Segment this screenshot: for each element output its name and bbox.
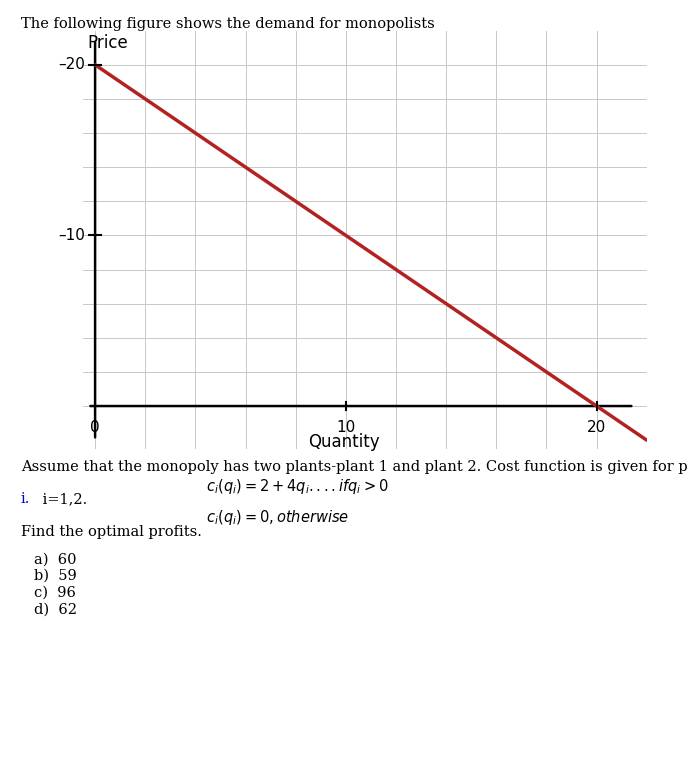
Text: b)  59: b) 59	[34, 569, 77, 583]
Text: i.: i.	[21, 492, 30, 506]
Text: 0: 0	[90, 420, 100, 435]
Text: –10: –10	[58, 228, 85, 243]
Text: 10: 10	[336, 420, 356, 435]
Text: The following figure shows the demand for monopolists: The following figure shows the demand fo…	[21, 17, 434, 31]
Text: $c_i(q_i) = 2+4q_i....ifq_i > 0$: $c_i(q_i) = 2+4q_i....ifq_i > 0$	[206, 477, 389, 496]
Text: i=1,2.: i=1,2.	[38, 492, 87, 506]
Text: $c_i(q_i) = 0, otherwise$: $c_i(q_i) = 0, otherwise$	[206, 508, 350, 527]
Text: a)  60: a) 60	[34, 552, 77, 566]
Text: Price: Price	[87, 34, 129, 52]
Text: 20: 20	[587, 420, 606, 435]
Text: Quantity: Quantity	[308, 433, 380, 451]
Text: Find the optimal profits.: Find the optimal profits.	[21, 525, 202, 539]
Text: Assume that the monopoly has two plants-plant 1 and plant 2. Cost function is gi: Assume that the monopoly has two plants-…	[21, 460, 688, 474]
Text: c)  96: c) 96	[34, 586, 76, 600]
Text: –20: –20	[58, 58, 85, 72]
Text: d)  62: d) 62	[34, 603, 77, 617]
